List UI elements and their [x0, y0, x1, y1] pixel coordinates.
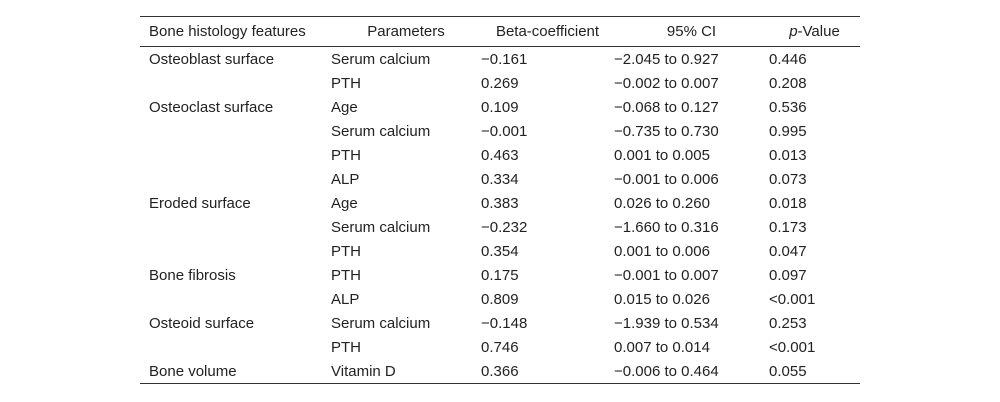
cell: 0.047 — [769, 242, 807, 260]
cell: 0.446 — [769, 50, 807, 68]
cell: PTH — [331, 266, 361, 284]
cell: 0.109 — [481, 98, 519, 116]
cell: PTH — [331, 338, 361, 356]
cell: 0.026 to 0.260 — [614, 194, 710, 212]
feature-cell — [140, 71, 331, 95]
cell: 0.013 — [769, 146, 807, 164]
feature-cell — [140, 167, 331, 191]
cell: <0.001 — [769, 290, 816, 308]
cell: 0.001 to 0.006 — [614, 242, 710, 260]
cell: 0.253 — [769, 314, 807, 332]
cell: −0.161 — [481, 50, 528, 68]
cell: ALP — [331, 170, 360, 188]
feature-cell: Osteoblast surface — [149, 50, 275, 68]
cell: −0.068 to 0.127 — [614, 98, 719, 116]
feature-cell: Bone fibrosis — [149, 266, 236, 284]
feature-cell — [140, 215, 331, 239]
cell: 0.097 — [769, 266, 807, 284]
header-italic: p — [789, 23, 798, 40]
table-body: Osteoblast surface Serum calcium −0.161 −2.… — [140, 47, 860, 384]
cell: 0.354 — [481, 242, 519, 260]
cell: PTH — [331, 242, 361, 260]
header-text: -Value — [797, 23, 840, 40]
row: PTH 0.269 −0.002 to 0.007 0.208 — [140, 71, 860, 95]
table: Bone histology features Parameters Beta-… — [140, 16, 860, 384]
cell: 0.269 — [481, 74, 519, 92]
cell: −0.735 to 0.730 — [614, 122, 719, 140]
cell: −1.660 to 0.316 — [614, 218, 719, 236]
feature-cell: Osteoclast surface — [149, 98, 274, 116]
table-container: Bone histology features Parameters Beta-… — [140, 16, 860, 384]
cell: 0.383 — [481, 194, 519, 212]
cell: PTH — [331, 74, 361, 92]
cell: 0.007 to 0.014 — [614, 338, 710, 356]
feature-cell — [140, 143, 331, 167]
cell: −0.232 — [481, 218, 528, 236]
row: Osteoclast surface Age 0.109 −0.068 to 0.12… — [140, 95, 860, 119]
cell: −2.045 to 0.927 — [614, 50, 719, 68]
row: PTH 0.463 0.001 to 0.005 0.013 — [140, 143, 860, 167]
feature-cell — [140, 119, 331, 143]
row: PTH 0.746 0.007 to 0.014 <0.001 — [140, 335, 860, 359]
cell: 0.073 — [769, 170, 807, 188]
cell: PTH — [331, 146, 361, 164]
row: Osteoid surface Serum calcium −0.148 −1.939… — [140, 311, 860, 335]
row: Bone volume Vitamin D 0.366 −0.006 to 0.464… — [140, 359, 860, 384]
cell: 0.001 to 0.005 — [614, 146, 710, 164]
cell: Serum calcium — [331, 218, 431, 236]
cell: −0.001 to 0.007 — [614, 266, 719, 284]
row: ALP 0.334 −0.001 to 0.006 0.073 — [140, 167, 860, 191]
cell: 0.018 — [769, 194, 807, 212]
row: PTH 0.354 0.001 to 0.006 0.047 — [140, 239, 860, 263]
feature-cell: Bone volume — [149, 362, 237, 380]
cell: 0.809 — [481, 290, 519, 308]
cell: −0.002 to 0.007 — [614, 74, 719, 92]
cell: 0.536 — [769, 98, 807, 116]
cell: Age — [331, 98, 358, 116]
cell: 0.015 to 0.026 — [614, 290, 710, 308]
row: ALP 0.809 0.015 to 0.026 <0.001 — [140, 287, 860, 311]
header-row: Bone histology features Parameters Beta-… — [140, 16, 860, 47]
row: Bone fibrosis PTH 0.175 −0.001 to 0.007 0.09… — [140, 263, 860, 287]
cell: −0.001 to 0.006 — [614, 170, 719, 188]
row: Eroded surface Age 0.383 0.026 to 0.260 0.01… — [140, 191, 860, 215]
cell: −0.001 — [481, 122, 528, 140]
header-cell: Bone histology features — [149, 23, 306, 40]
cell: 0.175 — [481, 266, 519, 284]
cell: Serum calcium — [331, 50, 431, 68]
row: Serum calcium −0.232 −1.660 to 0.316 0.173 — [140, 215, 860, 239]
cell: −0.148 — [481, 314, 528, 332]
feature-cell — [140, 335, 331, 359]
cell: 0.746 — [481, 338, 519, 356]
cell: 0.173 — [769, 218, 807, 236]
cell: <0.001 — [769, 338, 816, 356]
cell: Serum calcium — [331, 314, 431, 332]
cell: Age — [331, 194, 358, 212]
cell: Serum calcium — [331, 122, 431, 140]
cell: 0.208 — [769, 74, 807, 92]
cell: 0.055 — [769, 362, 807, 380]
header-cell: Parameters — [367, 23, 445, 40]
feature-cell: Osteoid surface — [149, 314, 255, 332]
cell: 0.463 — [481, 146, 519, 164]
row: Osteoblast surface Serum calcium −0.161 −2.… — [140, 47, 860, 72]
header-cell: Beta-coefficient — [495, 23, 600, 40]
cell: Vitamin D — [331, 362, 396, 380]
cell: −1.939 to 0.534 — [614, 314, 719, 332]
cell: 0.366 — [481, 362, 519, 380]
cell: −0.006 to 0.464 — [614, 362, 719, 380]
feature-cell — [140, 239, 331, 263]
cell: 0.334 — [481, 170, 519, 188]
cell: ALP — [331, 290, 360, 308]
table-header: Bone histology features Parameters Beta-… — [140, 16, 860, 47]
feature-cell: Eroded surface — [149, 194, 251, 212]
header-cell: p-Value — [769, 17, 860, 47]
feature-cell — [140, 287, 331, 311]
row: Serum calcium −0.001 −0.735 to 0.730 0.995 — [140, 119, 860, 143]
cell: 0.995 — [769, 122, 807, 140]
header-cell: 95% CI — [666, 23, 717, 40]
